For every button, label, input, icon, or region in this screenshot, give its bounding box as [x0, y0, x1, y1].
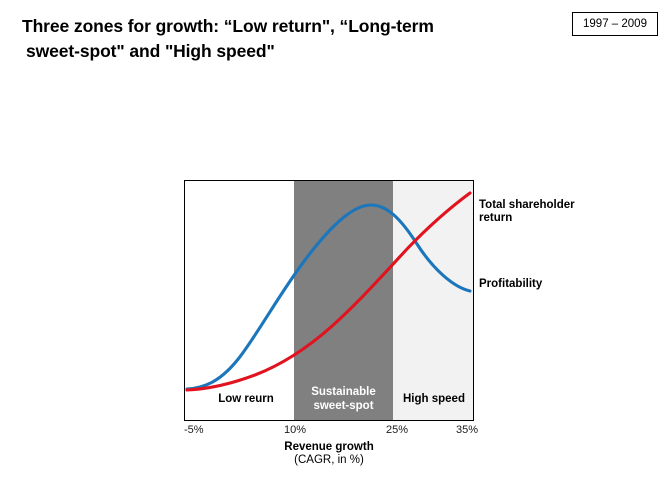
curve-profitability: [185, 191, 472, 392]
x-tick-label-3: 35%: [456, 424, 479, 436]
x-tick-label-0: -5%: [184, 424, 204, 436]
series-label-tsr-line1: Total shareholder: [479, 199, 575, 211]
page-title: Three zones for growth: “Low return", “L…: [22, 14, 552, 64]
growth-zones-chart: Low reurn Sustainable sweet-spot High sp…: [184, 180, 474, 421]
series-label-profitability-text: Profitability: [479, 278, 543, 290]
zone-label-sweet-spot-line1: Sustainable: [311, 386, 376, 398]
x-axis-title-sub: (CAGR, in %): [294, 454, 364, 466]
series-label-profitability: Profitability: [479, 278, 589, 291]
series-curves: [185, 191, 472, 392]
zone-label-sustainable-sweet-spot: Sustainable sweet-spot: [295, 386, 392, 413]
date-range-badge: 1997 – 2009: [572, 12, 658, 36]
zone-band-high-speed: [393, 181, 473, 420]
page-title-line1: Three zones for growth: “Low return", “L…: [22, 16, 434, 36]
curve-total-shareholder-return: [185, 203, 472, 391]
x-tick-label-2: 25%: [386, 424, 409, 436]
date-range-text: 1997 – 2009: [583, 18, 647, 30]
zone-label-high-speed-text: High speed: [403, 393, 465, 405]
plot-frame: Low reurn Sustainable sweet-spot High sp…: [184, 180, 474, 421]
zone-label-sweet-spot-line2: sweet-spot: [313, 399, 374, 412]
x-axis-title-main: Revenue growth: [284, 441, 374, 453]
page-title-line2: sweet-spot" and "High speed": [26, 41, 275, 61]
zone-label-low-return-text: Low reurn: [218, 393, 274, 405]
x-axis-title: Revenue growth (CAGR, in %): [244, 441, 414, 467]
zone-band-sustainable-sweet-spot: [294, 181, 393, 420]
x-axis-tick-labels: -5% 10% 25% 35%: [184, 424, 484, 440]
zone-label-low-return: Low reurn: [201, 393, 291, 407]
series-label-total-shareholder-return: Total shareholder return: [479, 199, 599, 225]
zone-label-high-speed: High speed: [396, 393, 472, 407]
series-label-tsr-line2: return: [479, 212, 513, 224]
x-tick-label-1: 10%: [284, 424, 307, 436]
